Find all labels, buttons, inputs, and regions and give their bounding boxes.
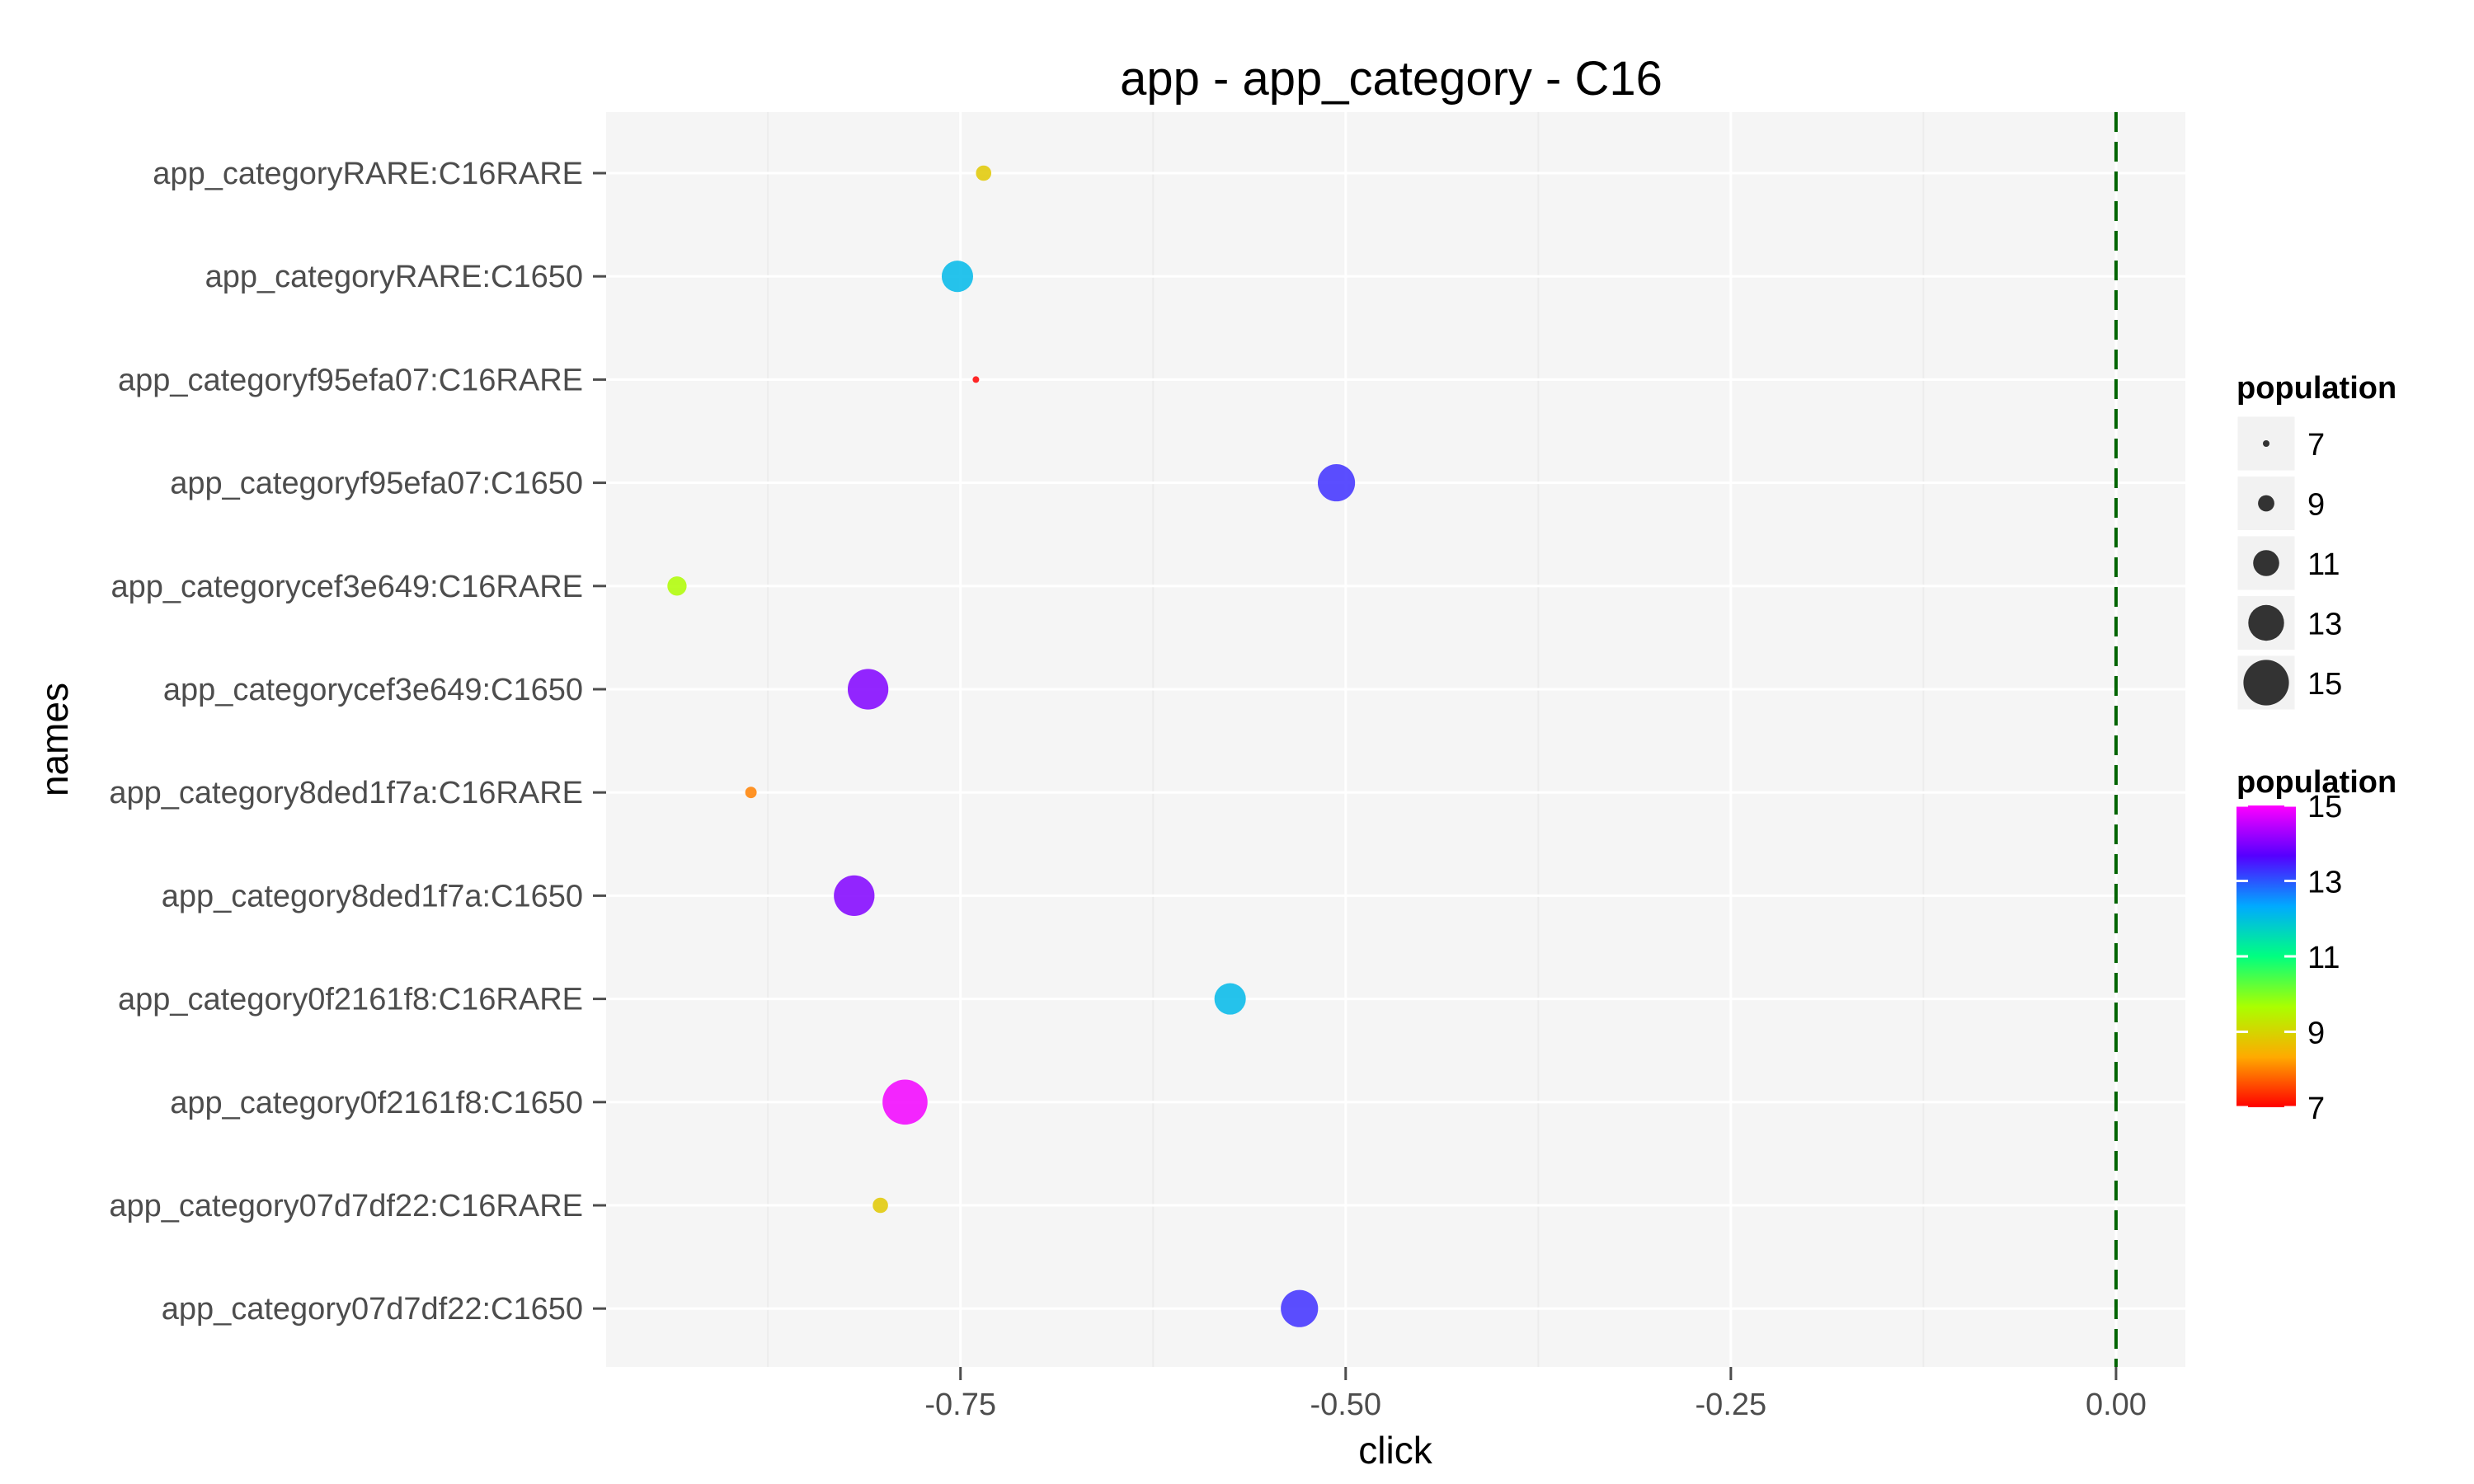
color-legend: population 7 9 11 13 15 [2236,765,2396,1126]
y-tick-label: app_categoryRARE:C1650 [205,260,583,294]
y-tick-label: app_category8ded1f7a:C1650 [162,879,583,913]
y-tick-label: app_category07d7df22:C1650 [162,1292,583,1327]
size-legend-label: 7 [2307,428,2325,463]
size-legend-label: 15 [2307,667,2342,702]
data-point [847,669,889,710]
color-legend-label: 15 [2307,790,2342,824]
size-legend-label: 13 [2307,608,2342,642]
data-point [1281,1289,1319,1327]
data-point [872,1197,888,1214]
data-point [976,165,992,181]
x-tick-label: -0.25 [1696,1388,1767,1422]
x-axis: -0.75 -0.50 -0.25 0.00 [924,1367,2147,1422]
y-tick-label: app_categoryf95efa07:C1650 [170,467,583,501]
y-tick-label: app_categorycef3e649:C16RARE [111,570,584,604]
data-point [941,261,974,293]
grid-lines [606,112,2185,1367]
data-point [882,1079,928,1125]
size-legend-dot [2263,440,2269,447]
color-legend-label: 11 [2307,941,2340,975]
data-point [1317,464,1356,502]
y-tick-label: app_category07d7df22:C16RARE [109,1189,583,1223]
y-axis: app_categoryRARE:C16RARE app_categoryRARE… [109,157,606,1327]
chart-title: app - app_category - C16 [1120,52,1663,106]
size-legend-dot [2243,660,2289,706]
data-points [667,165,1356,1327]
data-point [667,576,687,596]
y-tick-label: app_categoryf95efa07:C16RARE [118,363,583,397]
y-tick-label: app_categorycef3e649:C1650 [163,673,583,707]
y-tick-label: app_category0f2161f8:C16RARE [118,983,583,1017]
size-legend-dot [2248,604,2284,641]
size-legend: population 7 9 11 13 15 [2235,371,2396,712]
size-legend-label: 11 [2307,547,2340,582]
size-legend-dot [2258,495,2274,512]
y-tick-label: app_category0f2161f8:C1650 [170,1086,583,1120]
data-point [834,875,875,917]
x-tick-label: 0.00 [2086,1388,2147,1422]
y-tick-label: app_category8ded1f7a:C16RARE [109,776,583,810]
color-legend-label: 9 [2307,1017,2325,1051]
size-legend-title: population [2236,371,2396,406]
y-tick-label: app_categoryRARE:C16RARE [153,157,583,191]
size-legend-dot [2253,550,2279,576]
color-legend-title: population [2236,765,2396,800]
size-legend-key [2235,414,2298,473]
data-point [1214,983,1246,1015]
data-point [972,376,980,383]
color-legend-label: 13 [2307,866,2342,900]
y-axis-title: names [33,683,76,796]
color-legend-label: 7 [2307,1092,2325,1126]
plot-panel [606,112,2185,1367]
x-tick-label: -0.75 [924,1388,996,1422]
x-tick-label: -0.50 [1310,1388,1381,1422]
data-point [745,787,757,799]
size-legend-label: 9 [2307,488,2325,523]
x-axis-title: click [1358,1429,1432,1472]
